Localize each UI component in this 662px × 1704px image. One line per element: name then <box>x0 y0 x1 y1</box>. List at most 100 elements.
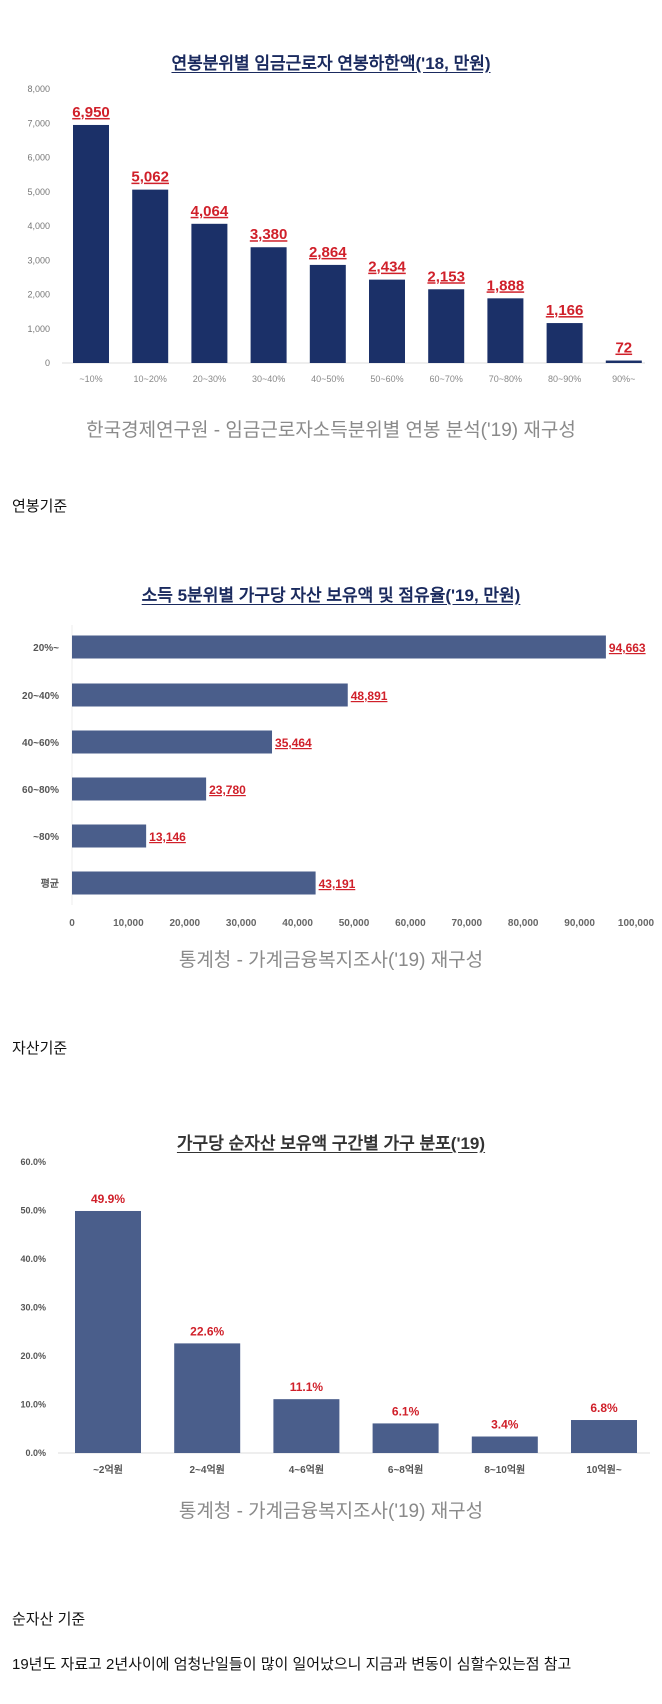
x-tick-label: 60,000 <box>395 918 426 929</box>
bar <box>471 1436 538 1453</box>
x-tick-label: 50~60% <box>370 374 403 384</box>
y-tick-label: 7,000 <box>27 118 50 128</box>
y-tick-label: 2,000 <box>27 290 50 300</box>
x-tick-label: 30,000 <box>226 918 257 929</box>
x-tick-label: 80,000 <box>508 918 539 929</box>
x-tick-label: 10~20% <box>134 374 167 384</box>
x-tick-label: 70,000 <box>452 918 483 929</box>
data-label: 23,780 <box>209 783 246 797</box>
y-tick-label: 20~40% <box>22 691 59 702</box>
chart1-title: 연봉분위별 임금근로자 연봉하한액('18, 만원) <box>171 54 491 73</box>
data-label: 2,153 <box>427 268 465 285</box>
x-tick-label: 100,000 <box>618 918 655 929</box>
y-tick-label: 5,000 <box>27 187 50 197</box>
caption-assets: 자산기준 <box>12 1040 68 1057</box>
x-tick-label: 10,000 <box>113 918 144 929</box>
data-label: 3,380 <box>250 226 288 243</box>
data-label: 48,891 <box>351 689 388 703</box>
bar <box>309 264 346 363</box>
x-tick-label: 30~40% <box>252 374 285 384</box>
x-tick-label: 20,000 <box>170 918 201 929</box>
bar <box>132 189 169 363</box>
chart3-source: 통계청 - 가계금융복지조사('19) 재구성 <box>178 1501 484 1522</box>
data-label: 13,146 <box>149 830 186 844</box>
y-tick-label: 0 <box>45 358 50 368</box>
x-tick-label: 80~90% <box>548 374 581 384</box>
bar <box>369 279 405 363</box>
data-label: 2,434 <box>368 259 406 276</box>
x-tick-label: 60~70% <box>430 374 463 384</box>
data-label: 1,166 <box>546 302 584 319</box>
bar <box>72 635 606 659</box>
x-tick-label: 10억원~ <box>586 1463 622 1476</box>
chart2-title: 소득 5분위별 가구당 자산 보유액 및 점유율('19, 만원) <box>141 586 521 605</box>
y-tick-label: 60~80% <box>22 785 59 796</box>
y-tick-label: 8,000 <box>27 84 50 94</box>
data-label: 22.6% <box>190 1324 224 1338</box>
x-tick-label: 0 <box>69 918 75 929</box>
y-tick-label: 30.0% <box>20 1303 46 1313</box>
bar <box>487 298 524 363</box>
y-tick-label: 20.0% <box>20 1351 46 1361</box>
x-tick-label: 40,000 <box>282 918 313 929</box>
x-tick-label: 20~30% <box>193 374 226 384</box>
bar <box>72 871 316 895</box>
bar <box>174 1343 241 1453</box>
bar <box>72 824 147 848</box>
x-tick-label: 90%~ <box>612 374 635 384</box>
data-label: 5,062 <box>131 169 169 186</box>
y-tick-label: 50.0% <box>20 1206 46 1216</box>
y-tick-label: 6,000 <box>27 153 50 163</box>
bar <box>191 223 228 363</box>
chart1-source: 한국경제연구원 - 임금근로자소득분위별 연봉 분석('19) 재구성 <box>86 420 576 441</box>
data-label: 94,663 <box>609 641 646 655</box>
bar <box>546 323 583 363</box>
bar <box>273 1399 340 1453</box>
data-label: 3.4% <box>491 1418 519 1432</box>
y-tick-label: 4,000 <box>27 221 50 231</box>
data-label: 6.8% <box>590 1401 618 1415</box>
data-label: 35,464 <box>275 736 312 750</box>
y-tick-label: 40~60% <box>22 738 59 749</box>
y-tick-label: 3,000 <box>27 255 50 265</box>
bar <box>428 289 465 363</box>
x-tick-label: 40~50% <box>311 374 344 384</box>
y-tick-label: 평균 <box>41 877 59 890</box>
x-tick-label: 8~10억원 <box>484 1463 525 1476</box>
y-tick-label: 40.0% <box>20 1254 46 1264</box>
data-label: 1,888 <box>487 277 525 294</box>
chart3-title: 가구당 순자산 보유액 구간별 가구 분포('19) <box>176 1134 486 1153</box>
note-text: 19년도 자료고 2년사이에 엄청난일들이 많이 일어났으니 지금과 변동이 심… <box>12 1656 572 1673</box>
x-tick-label: ~10% <box>79 374 102 384</box>
bar <box>72 683 348 707</box>
y-tick-label: 20%~ <box>33 643 59 654</box>
bar <box>72 777 207 801</box>
x-tick-label: 4~6억원 <box>289 1463 324 1476</box>
bar <box>605 360 642 363</box>
y-tick-label: 0.0% <box>25 1448 46 1458</box>
x-tick-label: ~2억원 <box>93 1463 123 1476</box>
x-tick-label: 70~80% <box>489 374 522 384</box>
caption-salary: 연봉기준 <box>12 498 68 515</box>
bar <box>72 730 273 754</box>
bar <box>73 124 109 364</box>
x-tick-label: 50,000 <box>339 918 370 929</box>
data-label: 2,864 <box>309 244 347 261</box>
bar <box>571 1420 637 1453</box>
data-label: 72 <box>615 340 632 357</box>
data-label: 11.1% <box>290 1380 324 1394</box>
x-tick-label: 2~4억원 <box>190 1463 225 1476</box>
data-label: 49.9% <box>91 1192 125 1206</box>
y-tick-label: 10.0% <box>20 1400 46 1410</box>
data-label: 4,064 <box>191 203 229 220</box>
x-tick-label: 6~8억원 <box>388 1463 423 1476</box>
bar <box>372 1423 439 1453</box>
data-label: 6.1% <box>392 1404 420 1418</box>
bar <box>250 247 287 363</box>
y-tick-label: ~80% <box>33 832 59 843</box>
caption-net-assets: 순자산 기준 <box>12 1611 86 1628</box>
x-tick-label: 90,000 <box>564 918 595 929</box>
y-tick-label: 60.0% <box>20 1157 46 1167</box>
data-label: 43,191 <box>319 877 356 891</box>
